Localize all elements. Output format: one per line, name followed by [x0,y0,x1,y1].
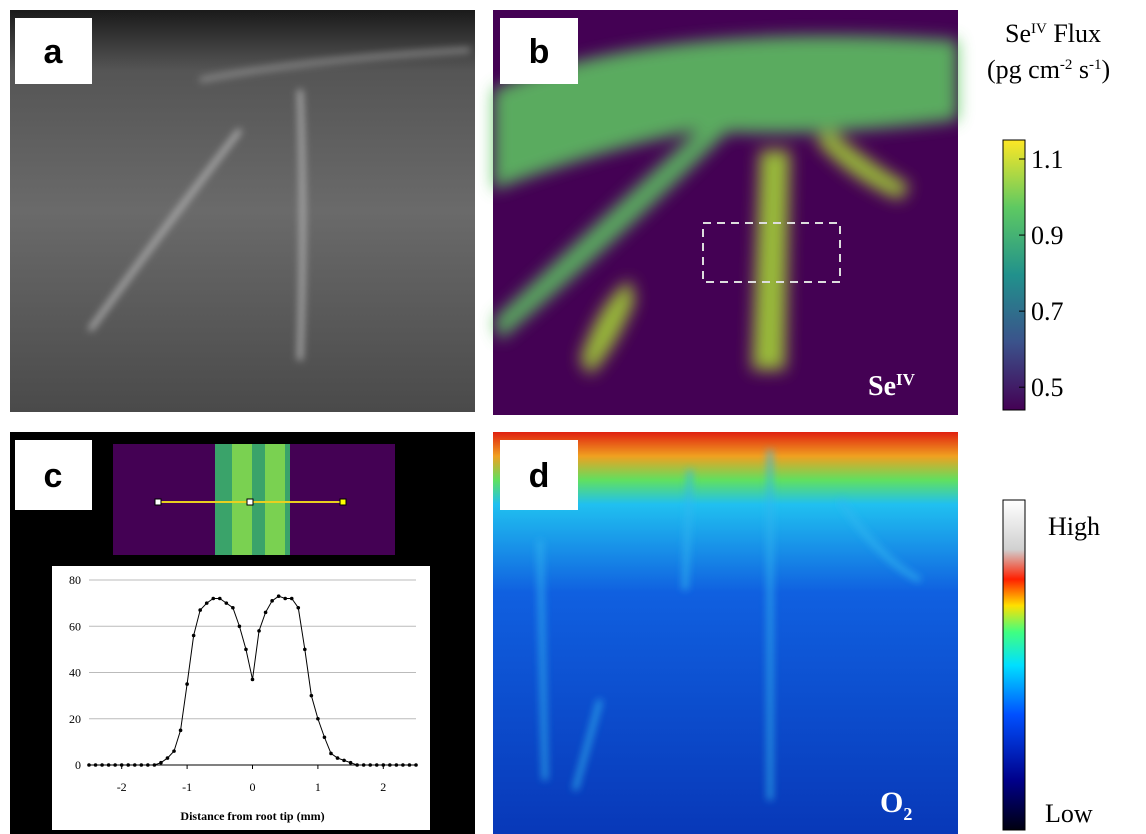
data-point [395,763,399,767]
panel-label: b [529,33,550,71]
annotation-sub: 2 [903,804,912,824]
y-tick-label: 20 [69,712,81,726]
data-point [198,608,202,612]
title-part: Flux [1047,19,1101,48]
data-point [225,601,229,605]
y-tick-label: 80 [69,573,81,587]
data-point [153,763,157,767]
data-point [303,648,307,652]
colorbar-tick-label: 1.1 [1031,145,1064,174]
data-point [264,611,268,615]
colorbar-tick-label: 0.5 [1031,373,1064,402]
y-tick-label: 40 [69,666,81,680]
units-sup: -2 [1060,57,1073,73]
data-point [316,717,320,721]
colorbar-tick-label: 0.7 [1031,297,1064,326]
data-point [283,597,287,601]
panel-label: c [44,457,63,495]
data-point [140,763,144,767]
data-point [375,763,379,767]
data-point [87,763,91,767]
colorbar-d [1003,500,1025,830]
data-point [205,601,209,605]
x-tick-label: 0 [250,780,256,794]
x-tick-label: -2 [117,780,127,794]
data-point [218,597,222,601]
data-point [238,624,242,628]
data-point [100,763,104,767]
shape [52,566,430,830]
data-point [296,606,300,610]
data-point [270,599,274,603]
annotation-sup: IV [896,370,916,389]
data-point [211,597,215,601]
data-point [362,763,366,767]
colorbar-high: High [1048,512,1100,541]
data-point [172,749,176,753]
shape [247,499,253,505]
x-tick-label: 2 [380,780,386,794]
colorbar-low: Low [1045,799,1093,828]
data-point [349,761,353,765]
data-point [310,694,314,698]
units-part: ) [1102,55,1111,84]
data-point [120,763,124,767]
data-point [179,729,183,733]
annotation-text: O [880,786,903,819]
annotation-text: Se [868,371,896,402]
data-point [257,629,261,633]
data-point [94,763,98,767]
data-point [244,648,248,652]
data-point [323,735,327,739]
units-part: s [1072,55,1089,84]
data-point [355,763,359,767]
data-point [159,761,163,765]
data-point [277,594,281,598]
colorbar-b [1003,140,1025,410]
data-point [166,756,170,760]
data-point [185,682,189,686]
shape [155,499,161,505]
data-point [382,763,386,767]
y-tick-label: 0 [75,758,81,772]
units-part: (pg cm [987,55,1060,84]
data-point [192,634,196,638]
title-part: Se [1005,19,1031,48]
x-tick-label: -1 [182,780,192,794]
x-tick-label: 1 [315,780,321,794]
shape [340,499,346,505]
y-tick-label: 60 [69,619,81,633]
data-point [133,763,137,767]
x-axis-label: Distance from root tip (mm) [180,809,324,823]
units-sup: -1 [1089,57,1102,73]
data-point [336,756,340,760]
data-point [408,763,412,767]
data-point [251,678,255,682]
colorbar-tick-label: 0.9 [1031,221,1064,250]
shape [265,444,285,555]
panel-label: a [44,33,64,71]
panel-label: d [529,457,550,495]
figure: a b c d SeIV O2 SeIV Flux (pg cm-2 s-1) … [0,0,1146,834]
data-point [342,759,346,763]
data-point [113,763,117,767]
data-point [126,763,130,767]
data-point [329,752,333,756]
colorbar-title: SeIV Flux [1005,19,1101,48]
data-point [368,763,372,767]
title-sup: IV [1031,21,1047,37]
data-point [146,763,150,767]
data-point [401,763,405,767]
data-point [414,763,418,767]
data-point [290,597,294,601]
data-point [107,763,111,767]
data-point [388,763,392,767]
data-point [231,606,235,610]
